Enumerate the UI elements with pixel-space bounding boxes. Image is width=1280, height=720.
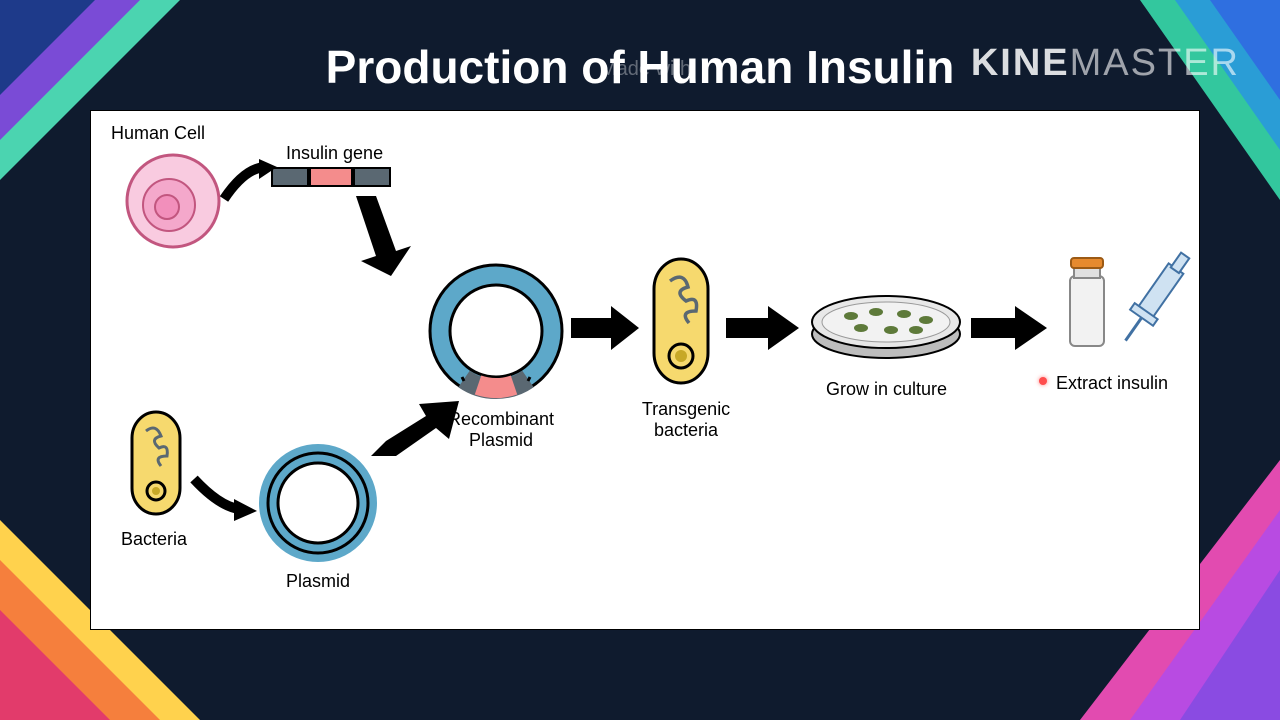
- label-transgenic-bacteria: Transgenic bacteria: [631, 399, 741, 440]
- human-cell-icon: [121, 149, 226, 254]
- plasmid-icon: [256, 441, 381, 566]
- arrow-gene-to-recombinant: [346, 196, 416, 276]
- arrow-cell-to-gene: [219, 159, 279, 209]
- petri-dish-icon: [806, 286, 966, 366]
- pointer-dot: [1039, 377, 1047, 385]
- page-title: Production of Human Insulin: [326, 40, 955, 94]
- label-plasmid: Plasmid: [286, 571, 350, 592]
- syringe-icon: [1111, 251, 1191, 361]
- insulin-gene-icon: [271, 167, 391, 189]
- diagram-panel: Human Cell Insulin gene Bacteria: [90, 110, 1200, 630]
- label-insulin-gene: Insulin gene: [286, 143, 383, 164]
- recombinant-plasmid-icon: [426, 261, 566, 401]
- arrow-culture-to-extract: [971, 306, 1049, 351]
- arrow-recomb-to-transgenic: [571, 306, 641, 351]
- bacteria-icon: [126, 406, 186, 521]
- arrow-bacteria-to-plasmid: [189, 471, 259, 521]
- label-grow-in-culture: Grow in culture: [826, 379, 947, 400]
- label-human-cell: Human Cell: [111, 123, 205, 144]
- label-bacteria: Bacteria: [121, 529, 187, 550]
- vial-icon: [1056, 256, 1116, 356]
- transgenic-bacteria-icon: [646, 251, 716, 391]
- label-extract-insulin: Extract insulin: [1056, 373, 1168, 394]
- arrow-transgenic-to-culture: [726, 306, 801, 351]
- label-recombinant-plasmid: Recombinant Plasmid: [436, 409, 566, 450]
- watermark: KINEMASTER: [971, 42, 1240, 85]
